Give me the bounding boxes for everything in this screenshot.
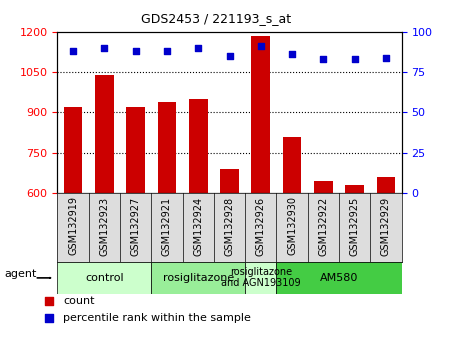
Text: GSM132928: GSM132928 (224, 196, 235, 256)
Point (288, 52, 296, 57)
Bar (276, 262, 402, 294)
Text: GSM132930: GSM132930 (287, 196, 297, 255)
Text: GSM132921: GSM132921 (162, 196, 172, 256)
Text: percentile rank within the sample: percentile rank within the sample (63, 313, 251, 323)
Text: rosiglitazone: rosiglitazone (162, 273, 234, 283)
Point (226, 53, 233, 59)
Bar (345, 185, 364, 354)
Bar (252, 36, 270, 354)
Text: GSM132926: GSM132926 (256, 196, 266, 256)
Point (195, 45, 202, 51)
Point (320, 56, 327, 62)
Point (101, 45, 108, 51)
Bar (189, 99, 207, 354)
Text: AM580: AM580 (320, 273, 358, 283)
Bar (220, 169, 239, 354)
Text: GDS2453 / 221193_s_at: GDS2453 / 221193_s_at (140, 12, 291, 25)
Text: GSM132922: GSM132922 (319, 196, 328, 256)
Text: rosiglitazone
and AGN193109: rosiglitazone and AGN193109 (221, 268, 301, 288)
Bar (64, 107, 83, 354)
Text: GSM132923: GSM132923 (99, 196, 109, 256)
Point (382, 55, 390, 61)
Text: GSM132925: GSM132925 (350, 196, 360, 256)
Bar (314, 181, 333, 354)
Bar (245, 262, 276, 294)
Bar (151, 262, 245, 294)
Text: GSM132924: GSM132924 (193, 196, 203, 256)
Point (69, 48, 77, 54)
Point (45, 298, 52, 304)
Bar (157, 102, 176, 354)
Bar (283, 137, 302, 354)
Point (163, 48, 171, 54)
Bar (376, 177, 395, 354)
Point (45, 315, 52, 321)
Bar (57, 262, 151, 294)
Point (257, 44, 264, 49)
Bar (126, 107, 145, 354)
Text: GSM132919: GSM132919 (68, 196, 78, 255)
Bar (95, 75, 114, 354)
Text: GSM132927: GSM132927 (131, 196, 140, 256)
Text: agent: agent (5, 269, 37, 279)
Point (132, 48, 139, 54)
Point (351, 56, 358, 62)
Text: GSM132929: GSM132929 (381, 196, 391, 256)
Text: control: control (85, 273, 123, 283)
Text: count: count (63, 296, 95, 306)
